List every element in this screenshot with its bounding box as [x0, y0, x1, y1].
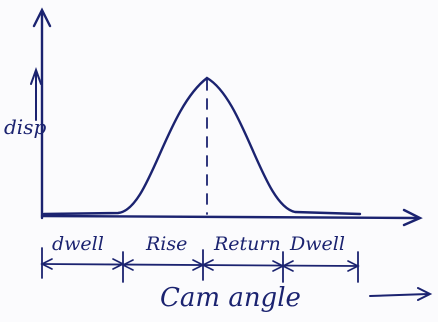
paper — [0, 0, 438, 322]
segment-label: Dwell — [289, 233, 345, 255]
segment-label: Return — [213, 233, 281, 255]
y-axis-label: disp — [4, 115, 46, 139]
x-axis-label: Cam angle — [160, 283, 301, 313]
segment-label: Rise — [145, 233, 187, 255]
segment-label: dwell — [52, 233, 104, 255]
cam-displacement-diagram: disp dwell Rise Return Dwell Cam angle — [0, 0, 438, 322]
